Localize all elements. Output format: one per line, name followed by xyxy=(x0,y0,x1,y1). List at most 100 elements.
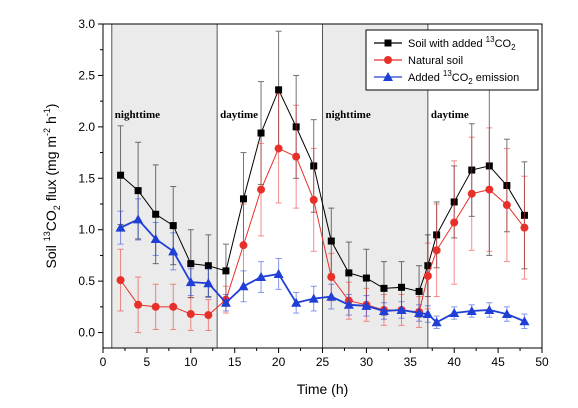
data-point xyxy=(203,278,214,288)
data-point xyxy=(501,309,512,319)
region-shade-0 xyxy=(111,24,218,348)
x-tick-label: 5 xyxy=(144,355,151,369)
series-2 xyxy=(115,198,530,329)
legend-entry-2: Added 13CO2 emission xyxy=(374,69,519,86)
legend-label-part: Added xyxy=(408,72,443,84)
data-point xyxy=(415,287,423,295)
y-tick-label: 2.0 xyxy=(78,120,95,134)
data-point xyxy=(239,241,248,250)
data-point xyxy=(169,222,177,230)
data-point xyxy=(378,305,389,315)
data-point xyxy=(484,304,495,314)
data-point xyxy=(168,246,179,256)
region-label-2: nighttime xyxy=(326,109,371,121)
data-point xyxy=(362,274,370,282)
x-tick-label: 35 xyxy=(404,355,418,369)
legend-label-part: 13 xyxy=(486,35,495,44)
x-tick-label: 50 xyxy=(535,355,549,369)
data-point xyxy=(150,233,161,243)
data-point xyxy=(423,272,432,280)
data-point xyxy=(485,185,494,194)
data-point xyxy=(222,267,230,275)
y-tick-label: 0.0 xyxy=(78,326,95,340)
data-point xyxy=(220,297,231,307)
x-axis-title: Time (h) xyxy=(297,381,349,397)
data-point xyxy=(116,276,125,285)
data-point xyxy=(361,300,372,310)
data-point xyxy=(257,129,265,137)
data-point xyxy=(186,310,195,319)
x-tick-label: 45 xyxy=(491,355,505,369)
data-point xyxy=(422,309,433,319)
data-point xyxy=(292,152,301,161)
data-point xyxy=(151,302,160,311)
data-point xyxy=(204,262,212,270)
data-point xyxy=(450,218,459,227)
y-tick-label: 0.5 xyxy=(78,274,95,288)
region-label-0: nighttime xyxy=(115,109,160,121)
data-point xyxy=(134,187,142,195)
data-point xyxy=(396,304,407,314)
data-point xyxy=(380,284,388,292)
x-tick-label: 30 xyxy=(360,355,374,369)
region-label-3: daytime xyxy=(431,109,469,121)
data-point xyxy=(384,56,392,64)
y-tick-label: 2.5 xyxy=(78,68,95,82)
data-point xyxy=(466,305,477,315)
data-point xyxy=(257,185,266,194)
x-tick-label: 25 xyxy=(316,355,330,369)
data-point xyxy=(275,86,283,94)
data-point xyxy=(449,308,460,318)
region-label-1: daytime xyxy=(220,109,258,121)
data-point xyxy=(384,39,392,47)
data-point xyxy=(152,210,160,218)
x-tick-label: 15 xyxy=(228,355,242,369)
legend-label-part: 13 xyxy=(443,69,452,78)
data-point xyxy=(414,308,425,318)
data-point xyxy=(343,299,354,309)
data-point xyxy=(326,291,337,301)
y-tick-label: 1.0 xyxy=(78,223,95,237)
data-point xyxy=(345,269,353,277)
legend-label-part: Natural soil xyxy=(408,55,463,67)
legend-label-part: Soil with added xyxy=(408,38,486,50)
legend-entry-1: Natural soil xyxy=(374,55,463,67)
legend-label-part: CO xyxy=(495,38,512,50)
data-point xyxy=(291,297,302,307)
legend-label: Natural soil xyxy=(408,55,463,67)
data-point xyxy=(187,260,195,268)
legend-label-part: emission xyxy=(473,72,519,84)
legend-label-part: CO xyxy=(452,72,469,84)
data-point xyxy=(502,201,511,210)
data-point xyxy=(238,281,249,291)
data-point xyxy=(308,293,319,303)
data-point xyxy=(274,144,283,153)
legend-label: Soil with added 13CO2 xyxy=(408,35,516,52)
x-tick-label: 10 xyxy=(184,355,198,369)
x-tick-label: 0 xyxy=(100,355,107,369)
data-point xyxy=(273,268,284,278)
data-point xyxy=(327,273,336,282)
plot-data xyxy=(115,30,530,334)
data-point xyxy=(327,237,335,245)
data-point xyxy=(309,195,318,204)
data-point xyxy=(204,311,213,320)
legend-label: Added 13CO2 emission xyxy=(408,69,519,86)
data-point xyxy=(431,317,442,327)
data-point xyxy=(185,277,196,287)
data-point xyxy=(519,316,530,326)
x-tick-label: 40 xyxy=(448,355,462,369)
data-point xyxy=(239,195,247,203)
data-point xyxy=(134,300,143,309)
data-point xyxy=(383,72,393,81)
data-point xyxy=(467,189,476,198)
data-point xyxy=(115,222,126,232)
data-point xyxy=(169,302,178,311)
legend-label-part: 2 xyxy=(468,77,473,86)
data-point xyxy=(398,283,406,291)
x-tick-label: 20 xyxy=(272,355,286,369)
legend-entry-0: Soil with added 13CO2 xyxy=(374,35,516,52)
data-point xyxy=(432,246,441,255)
